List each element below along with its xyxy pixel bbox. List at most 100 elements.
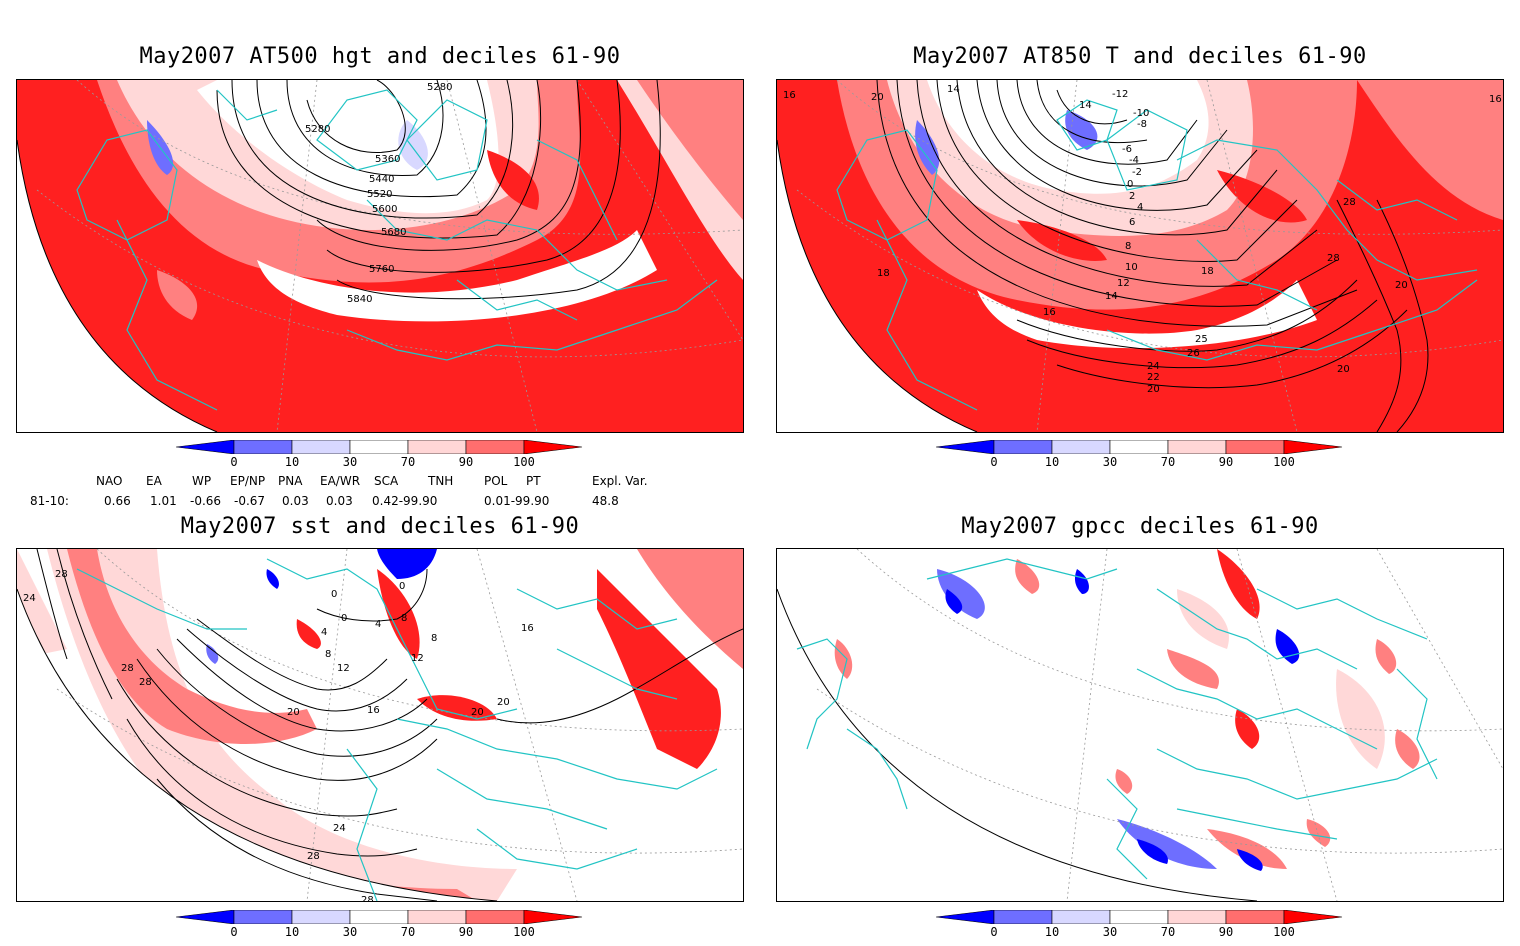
contour-label: 24 bbox=[23, 593, 36, 604]
colorbar-label: 70 bbox=[400, 455, 416, 469]
contour-label: 4 bbox=[1137, 202, 1143, 213]
colorbar-segment bbox=[1283, 440, 1343, 454]
colorbar-segment bbox=[233, 440, 293, 454]
colorbar-segment bbox=[407, 440, 467, 454]
header-epnp: EP/NP bbox=[230, 474, 266, 488]
header-ea: EA bbox=[146, 474, 162, 488]
contour-label: 2 bbox=[1129, 191, 1135, 202]
colorbar-segment bbox=[936, 440, 995, 454]
contour-label: 5600 bbox=[372, 204, 397, 215]
header-eawr: EA/WR bbox=[320, 474, 361, 488]
contour-label: 24 bbox=[333, 823, 346, 834]
contour-label: 28 bbox=[1327, 253, 1340, 264]
contour-label: 22 bbox=[1147, 372, 1160, 383]
contour-label: 26 bbox=[1187, 348, 1200, 359]
header-sca: SCA bbox=[374, 474, 399, 488]
contour-label: 8 bbox=[401, 613, 407, 624]
contour-label: 5840 bbox=[347, 294, 372, 305]
contour-label: 28 bbox=[55, 569, 68, 580]
colorbar-segment bbox=[233, 910, 293, 924]
colorbar-segment bbox=[523, 440, 583, 454]
contour-label: 0 bbox=[399, 581, 405, 592]
map-sst: 24 28 28 28 0 0 0 4 4 8 8 8 12 12 16 16 … bbox=[16, 548, 744, 902]
colorbar-label: 100 bbox=[513, 455, 535, 469]
contour-label: 18 bbox=[1201, 266, 1214, 277]
header-tnh: TNH bbox=[428, 474, 454, 488]
contour-label: -8 bbox=[1137, 119, 1147, 130]
colorbar-label: 100 bbox=[513, 925, 535, 939]
colorbar-segment bbox=[993, 440, 1053, 454]
colorbar-segment bbox=[465, 910, 525, 924]
colorbar-segment bbox=[1283, 910, 1343, 924]
header-nao: NAO bbox=[96, 474, 123, 488]
contour-label: 5520 bbox=[367, 189, 392, 200]
colorbar-label: 30 bbox=[342, 925, 358, 939]
colorbar-segment bbox=[1051, 440, 1111, 454]
colorbar-segment bbox=[1167, 440, 1227, 454]
value-nao: 0.66 bbox=[104, 494, 131, 508]
contour-label: 5760 bbox=[369, 264, 394, 275]
contour-label: 14 bbox=[1079, 100, 1092, 111]
contour-label: 14 bbox=[947, 84, 960, 95]
contour-label: 5440 bbox=[369, 174, 394, 185]
colorbar-segment bbox=[176, 910, 235, 924]
colorbar-segment bbox=[349, 440, 409, 454]
colorbar-swatches bbox=[176, 910, 583, 924]
contour-label: 5680 bbox=[381, 227, 406, 238]
contour-label: 14 bbox=[1105, 291, 1118, 302]
contour-label: -4 bbox=[1129, 155, 1139, 166]
header-wp: WP bbox=[192, 474, 212, 488]
colorbar-segment bbox=[1225, 910, 1285, 924]
panel-title-sst: May2007 sst and deciles 61-90 bbox=[180, 514, 580, 539]
value-ea: 1.01 bbox=[150, 494, 177, 508]
contour-label: 20 bbox=[1337, 364, 1350, 375]
colorbar-label: 90 bbox=[458, 925, 474, 939]
colorbar-label: 100 bbox=[1273, 925, 1295, 939]
colorbar-label: 0 bbox=[230, 925, 238, 939]
header-expl-var: Expl. Var. bbox=[592, 474, 648, 488]
map-gpcc-precip bbox=[776, 548, 1504, 902]
colorbar-segment bbox=[1109, 910, 1169, 924]
colorbar-label: 0 bbox=[230, 455, 238, 469]
value-pol-pt: 0.01-99.90 bbox=[484, 494, 550, 508]
value-eawr: 0.03 bbox=[326, 494, 353, 508]
colorbar-label: 10 bbox=[1044, 925, 1060, 939]
contour-label: 16 bbox=[783, 90, 796, 101]
colorbar-segment bbox=[993, 910, 1053, 924]
value-expl-var: 48.8 bbox=[592, 494, 619, 508]
colorbar-swatches bbox=[176, 440, 583, 454]
colorbar-sst: 0 10 30 70 90 100 bbox=[176, 910, 596, 946]
value-epnp: -0.67 bbox=[234, 494, 266, 508]
value-sca-tnh: 0.42-99.90 bbox=[372, 494, 438, 508]
map-at850-temp: 16 20 14 14 -12 -10 -8 -6 -4 -2 0 2 4 6 … bbox=[776, 79, 1504, 433]
colorbar-segment bbox=[465, 440, 525, 454]
contour-label: 18 bbox=[877, 268, 890, 279]
contour-label: 4 bbox=[375, 619, 381, 630]
contour-label: 5280 bbox=[305, 124, 330, 135]
panel-title-at500: May2007 AT500 hgt and deciles 61-90 bbox=[139, 44, 621, 69]
contour-label: 0 bbox=[341, 613, 347, 624]
contour-label: 16 bbox=[521, 623, 534, 634]
contour-label: -2 bbox=[1132, 167, 1142, 178]
colorbar-segment bbox=[291, 910, 351, 924]
colorbar-label: 90 bbox=[1218, 925, 1234, 939]
colorbar-swatches bbox=[936, 440, 1343, 454]
contour-label: 0 bbox=[331, 589, 337, 600]
contour-label: 20 bbox=[1147, 384, 1160, 395]
contour-label: 24 bbox=[1147, 361, 1160, 372]
contour-label: 16 bbox=[1043, 307, 1056, 318]
contour-label: 20 bbox=[871, 92, 884, 103]
colorbar-segment bbox=[291, 440, 351, 454]
colorbar-label: 90 bbox=[458, 455, 474, 469]
panel-title-gpcc: May2007 gpcc deciles 61-90 bbox=[961, 514, 1319, 539]
value-pna: 0.03 bbox=[282, 494, 309, 508]
contour-label: 16 bbox=[1489, 94, 1502, 105]
colorbar-label: 100 bbox=[1273, 455, 1295, 469]
contour-label: 4 bbox=[321, 627, 327, 638]
colorbar-label: 30 bbox=[1102, 455, 1118, 469]
contour-label: 12 bbox=[1117, 278, 1130, 289]
contour-label: 20 bbox=[497, 697, 510, 708]
contour-label: -12 bbox=[1112, 89, 1128, 100]
colorbar-label: 10 bbox=[1044, 455, 1060, 469]
contour-label: 8 bbox=[431, 633, 437, 644]
